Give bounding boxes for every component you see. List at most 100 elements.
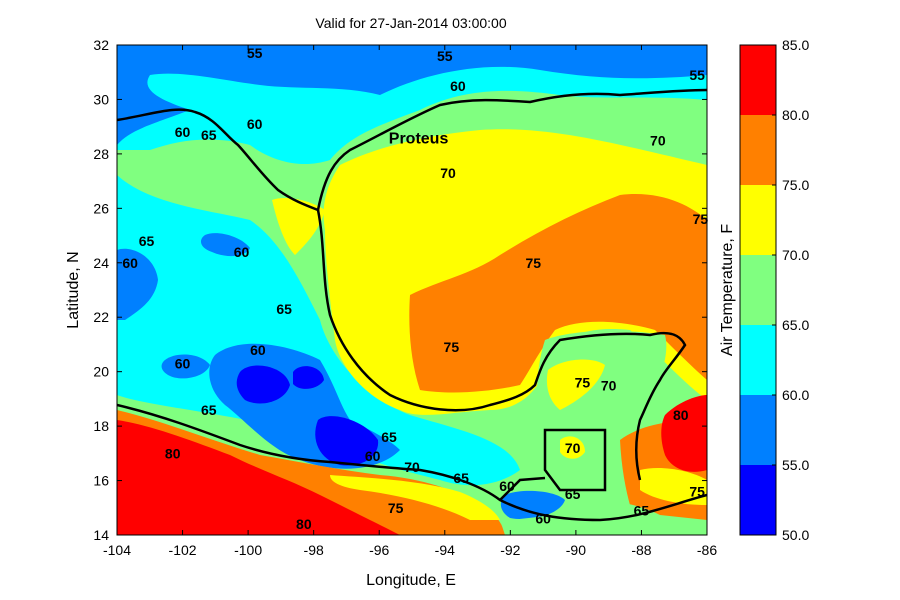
colorbar-segment	[740, 45, 776, 115]
contour-label: 75	[689, 483, 705, 499]
contour-label: 70	[601, 377, 617, 393]
contour-map: -104 -102 -100 -98 -96 -94 -92 -90 -88 -86 14 16 18 2…	[93, 37, 717, 558]
fill-band-80-85-east	[661, 395, 707, 472]
contour-label: 60	[234, 244, 250, 260]
y-tick-label: 32	[93, 37, 109, 53]
y-tick-label: 28	[93, 146, 109, 162]
contour-label: 60	[122, 255, 138, 271]
contour-label: 60	[250, 342, 266, 358]
colorbar-segment	[740, 325, 776, 395]
x-tick-label: -98	[304, 542, 324, 558]
colorbar-tick-label: 80.0	[782, 107, 809, 123]
fill-band-55-60-patch-a	[200, 233, 250, 257]
x-tick-label: -96	[369, 542, 389, 558]
contour-label: 60	[175, 124, 191, 140]
colorbar-tick-label: 65.0	[782, 317, 809, 333]
colorbar-segment	[740, 465, 776, 535]
colorbar-tick-label: 70.0	[782, 247, 809, 263]
contour-label: 60	[450, 78, 466, 94]
mexico-coast-south	[117, 403, 707, 522]
fill-band-75-80-gulf	[409, 194, 707, 393]
contour-label: 65	[565, 486, 581, 502]
x-axis-label: Longitude, E	[366, 572, 456, 589]
axis-ticks: -104 -102 -100 -98 -96 -94 -92 -90 -88 -86 14 16 18 2…	[93, 37, 717, 558]
contour-labels: 55 55556060606060606060606065656565656565…	[122, 45, 708, 532]
colorbar-segment	[740, 185, 776, 255]
contour-label: 80	[673, 407, 689, 423]
fill-band-55-60-patch-c	[161, 354, 210, 379]
contour-label: 55	[437, 48, 453, 64]
guatemala-border	[543, 428, 607, 492]
x-tick-label: -88	[631, 542, 651, 558]
contour-label: 75	[575, 375, 591, 391]
contour-label: 65	[453, 470, 469, 486]
x-tick-label: -92	[500, 542, 520, 558]
coastlines	[117, 88, 707, 522]
colorbar-label: Air Temperature, F	[719, 224, 736, 356]
contour-label: 65	[201, 127, 217, 143]
contour-label: 65	[276, 301, 292, 317]
contour-label: 55	[247, 45, 263, 61]
plot-area	[116, 44, 708, 536]
x-tick-label: -104	[103, 542, 131, 558]
contour-label: 60	[535, 511, 551, 527]
y-tick-label: 26	[93, 200, 109, 216]
contour-label: 60	[247, 116, 263, 132]
contour-label: 60	[365, 448, 381, 464]
colorbar-segment	[740, 255, 776, 325]
fill-band-50-55-patch-b	[293, 366, 324, 389]
contour-label: 70	[404, 459, 420, 475]
x-tick-label: -100	[234, 542, 262, 558]
contour-label: 70	[440, 165, 456, 181]
fill-band-50-55-patch-c	[315, 416, 379, 466]
fill-band-70-75-yucatan	[546, 359, 605, 410]
guatemala-border-south	[499, 476, 546, 501]
contour-label: 65	[634, 503, 650, 519]
y-tick-label: 18	[93, 418, 109, 434]
mexico-coast-west	[316, 209, 687, 481]
y-tick-label: 20	[93, 364, 109, 380]
y-tick-label: 24	[93, 255, 109, 271]
y-tick-label: 14	[93, 527, 109, 543]
contour-label: 60	[175, 356, 191, 372]
contour-label: 80	[296, 516, 312, 532]
colorbar-tick-label: 50.0	[782, 527, 809, 543]
colorbar-segment	[740, 395, 776, 465]
colorbar-frame	[739, 44, 777, 536]
chart-title: Valid for 27-Jan-2014 03:00:00	[315, 15, 506, 31]
contour-label: 60	[499, 478, 515, 494]
colorbar-tick-label: 85.0	[782, 37, 809, 53]
fill-band-55-60-patch-e	[500, 490, 565, 520]
x-tick-label: -90	[566, 542, 586, 558]
colorbar: 50.0 55.0 60.0 65.0 70.0 75.0 80.0 85.0	[739, 37, 809, 543]
contour-label: 75	[525, 255, 541, 271]
y-axis-label: Latitude, N	[65, 251, 82, 328]
fill-band-80-85-southwest	[117, 420, 400, 535]
y-tick-label: 30	[93, 91, 109, 107]
x-tick-label: -102	[169, 542, 197, 558]
fill-band-55-60-patch-b	[117, 248, 158, 320]
colorbar-segment	[740, 115, 776, 185]
colorbar-tick-label: 75.0	[782, 177, 809, 193]
fill-band-70-75-east	[640, 468, 707, 505]
contour-label: 65	[139, 233, 155, 249]
contour-label: 65	[201, 402, 217, 418]
contour-label: 65	[381, 429, 397, 445]
colorbar-tick-label: 60.0	[782, 387, 809, 403]
y-tick-label: 22	[93, 309, 109, 325]
contour-label: 80	[165, 445, 181, 461]
contour-label: 75	[693, 211, 709, 227]
x-tick-label: -94	[435, 542, 455, 558]
x-tick-label: -86	[697, 542, 717, 558]
contour-label: 75	[388, 500, 404, 516]
contour-label: 70	[565, 440, 581, 456]
contour-label: 75	[444, 339, 460, 355]
gulf-coastline	[117, 88, 707, 212]
contour-label: 70	[650, 132, 666, 148]
station-label: Proteus	[389, 131, 449, 148]
fill-band-70-75-southwest	[330, 475, 500, 520]
y-tick-label: 16	[93, 473, 109, 489]
fill-band-50-55-patch-a	[236, 365, 290, 404]
fill-band-70-75-patch-b	[560, 436, 585, 459]
